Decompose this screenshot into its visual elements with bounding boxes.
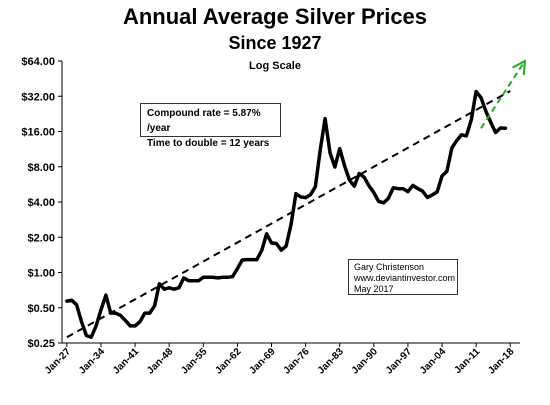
x-tick-label: Jan-41 — [111, 346, 141, 376]
x-tick-label: Jan-18 — [486, 346, 516, 376]
credit-author: Gary Christenson — [354, 262, 425, 272]
y-tick-label: $16.00 — [21, 127, 55, 139]
doubling-time-text: Time to double = 12 years — [147, 138, 270, 149]
y-tick-label: $1.00 — [27, 268, 55, 280]
scale-note: Log Scale — [249, 60, 301, 72]
price-series — [65, 89, 508, 339]
y-tick-label: $0.25 — [27, 338, 55, 350]
x-tick-label: Jan-83 — [316, 346, 346, 376]
x-tick-label: Jan-76 — [282, 346, 312, 376]
x-tick-label: Jan-34 — [77, 346, 107, 376]
trend-line — [66, 90, 511, 339]
chart-title: Annual Average Silver Prices — [122, 4, 428, 29]
x-tick-label: Jan-11 — [452, 346, 482, 376]
x-tick-label: Jan-55 — [179, 346, 209, 376]
credit-site: www.deviantinvestor.com — [354, 273, 456, 283]
projection-arrow — [480, 59, 527, 129]
x-tick-label: Jan-62 — [213, 346, 243, 376]
projection-line — [480, 60, 526, 129]
y-tick-label: $8.00 — [27, 162, 55, 174]
chart-subtitle: Since 1927 — [228, 33, 322, 53]
credit-date: May 2017 — [354, 284, 394, 294]
y-tick-label: $4.00 — [27, 197, 55, 209]
y-tick-label: $0.50 — [27, 303, 55, 315]
x-tick-label: Jan-97 — [384, 346, 414, 376]
x-tick-label: Jan-90 — [350, 346, 380, 376]
price-line — [65, 89, 508, 339]
compound-rate-text: Compound rate = 5.87% /year — [147, 108, 261, 134]
compound-rate-box: Compound rate = 5.87% /year Time to doub… — [140, 103, 281, 149]
y-tick-label: $32.00 — [21, 91, 55, 103]
y-tick-label: $64.00 — [21, 56, 55, 68]
projection-arrowhead — [512, 59, 527, 76]
x-tick-label: Jan-69 — [247, 346, 277, 376]
credit-box: Gary Christenson www.deviantinvestor.com… — [348, 259, 458, 295]
x-tick-label: Jan-04 — [418, 346, 448, 376]
x-tick-label: Jan-27 — [43, 346, 73, 376]
x-tick-label: Jan-48 — [145, 346, 175, 376]
trend-segment — [66, 90, 511, 339]
y-tick-label: $2.00 — [27, 232, 55, 244]
